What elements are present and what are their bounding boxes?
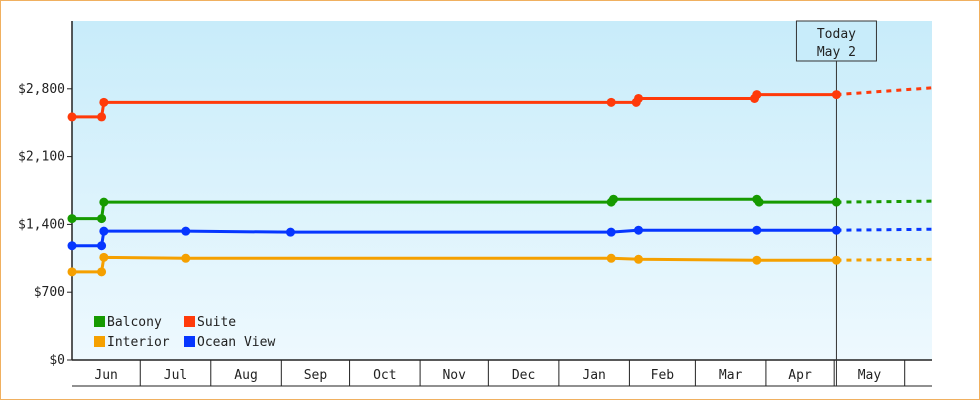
data-point (831, 255, 841, 265)
data-point (99, 197, 109, 207)
data-point (97, 267, 107, 277)
data-point (606, 97, 616, 107)
legend-swatch (94, 336, 105, 347)
month-label: Mar (719, 368, 743, 383)
legend-swatch (184, 316, 195, 327)
data-point (831, 90, 841, 100)
plot-background (72, 21, 932, 360)
data-point (831, 225, 841, 235)
data-point (608, 194, 618, 204)
data-point (67, 214, 77, 224)
data-point (97, 112, 107, 122)
month-label: Nov (442, 368, 466, 383)
series-layer (67, 86, 933, 277)
series-suite (67, 86, 933, 122)
today-date: May 2 (817, 45, 856, 60)
data-point (67, 267, 77, 277)
month-label: Oct (373, 368, 396, 383)
series-ocean-view (67, 225, 933, 251)
data-point (99, 97, 109, 107)
today-label: Today (817, 27, 856, 42)
data-point (99, 226, 109, 236)
data-point (606, 253, 616, 263)
month-label: Jun (94, 368, 117, 383)
y-tick-label: $2,100 (18, 150, 65, 165)
legend-swatch (184, 336, 195, 347)
month-label: Jan (582, 368, 605, 383)
y-tick-label: $0 (49, 353, 65, 368)
month-label: Dec (512, 368, 535, 383)
data-point (752, 225, 762, 235)
data-point (831, 197, 841, 207)
axes: $0 $700 $1,400 $2,100 $2,800 Jun Jul Aug Sep Oct N… (18, 21, 932, 387)
legend-label: Interior (107, 335, 170, 350)
data-point (99, 252, 109, 262)
month-label: Apr (788, 368, 812, 383)
legend-label: Suite (197, 315, 236, 330)
legend-label: Ocean View (197, 335, 275, 350)
month-label: Feb (651, 368, 675, 383)
month-label: Aug (234, 368, 257, 383)
y-tick-label: $2,800 (18, 82, 65, 97)
data-point (181, 226, 191, 236)
data-point (67, 112, 77, 122)
data-point (634, 254, 644, 264)
data-point (285, 227, 295, 237)
data-point (181, 253, 191, 263)
data-point (754, 197, 764, 207)
legend: Balcony Suite Interior Ocean View (94, 315, 275, 350)
y-tick-label: $700 (34, 285, 65, 300)
today-marker: Today May 2 (795, 20, 877, 386)
month-label: Sep (304, 368, 328, 383)
data-point (606, 227, 616, 237)
y-tick-label: $1,400 (18, 217, 65, 232)
data-point (634, 93, 644, 103)
legend-swatch (94, 316, 105, 327)
data-point (97, 214, 107, 224)
month-label: May (858, 368, 882, 383)
data-point (97, 241, 107, 251)
series-interior (67, 252, 933, 277)
data-point (634, 225, 644, 235)
data-point (67, 241, 77, 251)
series-balcony (67, 194, 933, 224)
legend-label: Balcony (107, 315, 162, 330)
data-point (752, 255, 762, 265)
data-point (752, 90, 762, 100)
month-label: Jul (164, 368, 187, 383)
today-box (795, 20, 877, 62)
